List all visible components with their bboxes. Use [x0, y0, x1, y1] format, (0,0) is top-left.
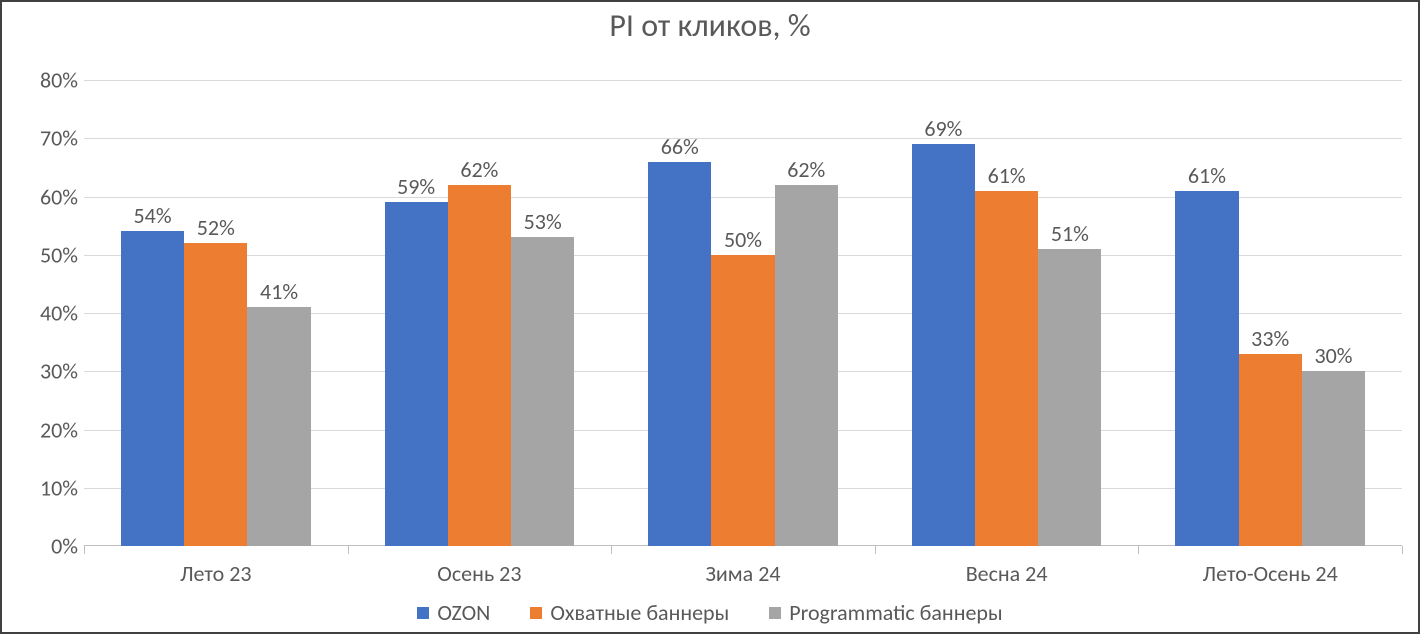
bar-value-label: 52%	[197, 214, 235, 241]
legend-label: OZON	[437, 599, 490, 626]
bar-value-label: 30%	[1314, 342, 1352, 369]
bar	[648, 162, 711, 546]
legend-swatch	[417, 607, 429, 619]
bar-value-label: 59%	[397, 173, 435, 200]
bar-value-label: 61%	[988, 162, 1026, 189]
bar-value-label: 54%	[134, 202, 172, 229]
x-tick-label: Весна 24	[966, 560, 1048, 587]
x-axis: Лето 23 Осень 23 Зима 24 Весна 24 Лето-Осень…	[84, 554, 1398, 590]
bar-value-label: 33%	[1251, 325, 1289, 352]
legend-swatch	[530, 607, 542, 619]
bar	[448, 185, 511, 546]
x-tick-mark	[875, 546, 876, 554]
bar	[912, 144, 975, 546]
bar	[511, 237, 574, 546]
bar	[121, 231, 184, 546]
y-tick-label: 0%	[51, 533, 78, 560]
y-tick-label: 60%	[40, 183, 78, 210]
bar	[711, 255, 774, 546]
legend-swatch	[769, 607, 781, 619]
plot-wrap: 0%10%20%30%40%50%60%70%80% 54%52%41%59%6…	[20, 80, 1402, 546]
legend: OZON Охватные баннеры Programmatic баннеры	[2, 599, 1418, 626]
y-tick-label: 20%	[40, 416, 78, 443]
bar	[775, 185, 838, 546]
x-tick-mark	[611, 546, 612, 554]
y-tick-label: 10%	[40, 474, 78, 501]
chart-title: PI от кликов, %	[2, 6, 1418, 45]
legend-item: Охватные баннеры	[530, 599, 729, 626]
bar	[1302, 371, 1365, 546]
gridline	[84, 138, 1402, 139]
bar	[975, 191, 1038, 546]
x-tick-label: Зима 24	[705, 560, 780, 587]
x-tick-mark	[1138, 546, 1139, 554]
bar-value-label: 50%	[724, 226, 762, 253]
bar-value-label: 61%	[1188, 162, 1226, 189]
bar	[385, 202, 448, 546]
y-tick-label: 40%	[40, 300, 78, 327]
x-tick-mark	[1402, 546, 1403, 554]
bar-value-label: 62%	[460, 156, 498, 183]
x-tick-label: Осень 23	[437, 560, 521, 587]
legend-label: Programmatic баннеры	[789, 599, 1002, 626]
chart-title-text: PI от кликов, %	[609, 6, 810, 45]
bar-value-label: 62%	[787, 156, 825, 183]
bar-value-label: 69%	[924, 115, 962, 142]
y-axis: 0%10%20%30%40%50%60%70%80%	[20, 80, 84, 546]
legend-item: Programmatic баннеры	[769, 599, 1002, 626]
plot-area: 54% 52% 41% 59% 62% 53% 66% 50% 62% 69% 61% 51% 61% 3…	[84, 80, 1402, 546]
y-tick-label: 80%	[40, 67, 78, 94]
x-tick-label: Лето-Осень 24	[1203, 560, 1338, 587]
legend-label: Охватные баннеры	[550, 599, 729, 626]
gridline	[84, 80, 1402, 81]
bar	[1175, 191, 1238, 546]
chart-frame: PI от кликов, % 0% 10% 20% 30% 40% 50% 60% 70% 8…	[0, 0, 1420, 634]
y-tick-label: 50%	[40, 241, 78, 268]
bar-value-label: 66%	[661, 133, 699, 160]
bar	[1038, 249, 1101, 546]
legend-item: OZON	[417, 599, 490, 626]
y-tick-label: 30%	[40, 358, 78, 385]
bar	[184, 243, 247, 546]
bar-value-label: 53%	[524, 208, 562, 235]
bar-value-label: 51%	[1051, 220, 1089, 247]
x-tick-label: Лето 23	[180, 560, 251, 587]
x-tick-mark	[348, 546, 349, 554]
y-tick-label: 70%	[40, 125, 78, 152]
bar	[1239, 354, 1302, 546]
bar	[247, 307, 310, 546]
x-tick-mark	[84, 546, 85, 554]
bar-value-label: 41%	[260, 278, 298, 305]
